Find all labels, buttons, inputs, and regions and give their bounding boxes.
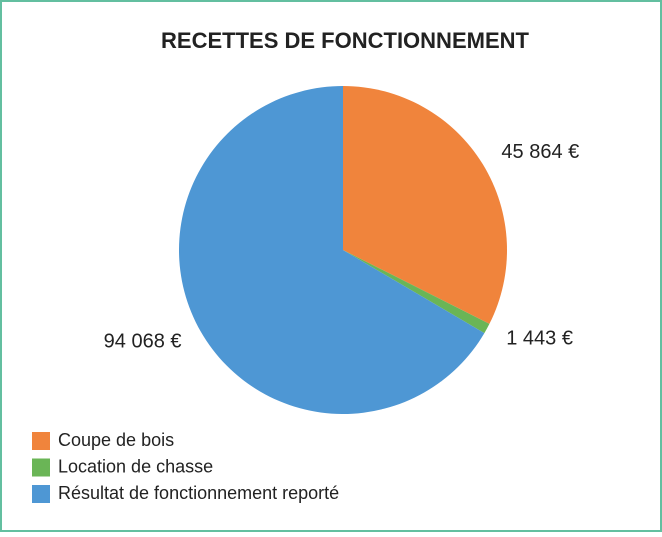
legend-swatch xyxy=(32,485,50,503)
data-label: 1 443 € xyxy=(506,327,573,349)
data-label: 94 068 € xyxy=(104,331,182,353)
legend-label: Résultat de fonctionnement reporté xyxy=(58,483,339,503)
pie-slice xyxy=(178,86,485,414)
legend-label: Location de chasse xyxy=(58,456,213,476)
legend-swatch xyxy=(32,432,50,450)
legend-swatch xyxy=(32,458,50,477)
pie-slice xyxy=(343,86,507,324)
legend-label: Coupe de bois xyxy=(58,430,174,450)
data-label: 45 864 € xyxy=(501,141,579,163)
chart-title: RECETTES DE FONCTIONNEMENT xyxy=(161,28,529,53)
pie-slice xyxy=(343,250,490,334)
